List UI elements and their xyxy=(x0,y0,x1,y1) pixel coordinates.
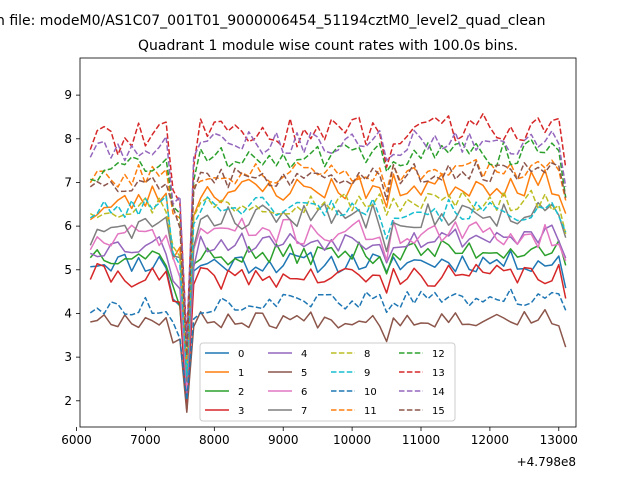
series-line-6 xyxy=(89,217,567,390)
series-line-8 xyxy=(89,189,567,373)
x-tick-label: 7000 xyxy=(130,433,161,447)
x-tick-label: 13000 xyxy=(540,433,578,447)
y-tick-label: 7 xyxy=(64,175,72,189)
legend-label-10: 10 xyxy=(364,387,377,398)
series-line-5 xyxy=(90,308,567,413)
legend-label-11: 11 xyxy=(364,406,377,417)
y-tick-label: 3 xyxy=(64,350,72,364)
x-tick-label: 10000 xyxy=(333,433,371,447)
legend-label-4: 4 xyxy=(301,349,307,360)
series-layer xyxy=(89,113,567,413)
legend-label-1: 1 xyxy=(238,368,244,379)
x-tick-label: 8000 xyxy=(199,433,230,447)
series-line-12 xyxy=(90,138,567,348)
x-tick-label: 12000 xyxy=(471,433,509,447)
y-tick-label: 6 xyxy=(64,219,72,233)
series-line-3 xyxy=(89,262,567,411)
y-tick-label: 9 xyxy=(64,88,72,102)
legend-label-6: 6 xyxy=(301,387,307,398)
legend-label-3: 3 xyxy=(238,406,244,417)
series-line-15 xyxy=(89,160,567,357)
legend-label-5: 5 xyxy=(301,368,307,379)
legend-label-9: 9 xyxy=(364,368,370,379)
series-line-7 xyxy=(89,201,567,383)
legend-label-12: 12 xyxy=(432,349,445,360)
legend-label-15: 15 xyxy=(432,406,445,417)
plot-frame xyxy=(79,57,577,428)
legend-label-0: 0 xyxy=(238,349,244,360)
legend-frame xyxy=(199,342,456,422)
series-line-13 xyxy=(89,113,567,340)
figure-suptitle: n file: modeM0/AS1C07_001T01_9000006454_… xyxy=(0,13,545,29)
series-line-14 xyxy=(89,129,567,347)
y-axis: 2 3 4 5 6 7 8 9 xyxy=(64,88,80,408)
legend-label-7: 7 xyxy=(301,406,307,417)
series-line-2 xyxy=(89,239,567,398)
x-axis-offset-label: +4.798e8 xyxy=(517,455,576,469)
legend-label-13: 13 xyxy=(432,368,445,379)
x-tick-label: 11000 xyxy=(402,433,440,447)
y-tick-label: 2 xyxy=(64,394,72,408)
series-line-9 xyxy=(89,195,567,377)
y-tick-label: 5 xyxy=(64,263,72,277)
legend-label-14: 14 xyxy=(432,387,445,398)
y-tick-label: 8 xyxy=(64,132,72,146)
series-line-4 xyxy=(89,224,567,395)
x-tick-label: 9000 xyxy=(268,433,299,447)
legend-label-8: 8 xyxy=(364,349,370,360)
x-tick-label: 6000 xyxy=(61,433,92,447)
series-line-10 xyxy=(89,288,567,401)
legend-label-2: 2 xyxy=(238,387,244,398)
x-axis: 6000 7000 8000 9000 10000 11000 12000 13000 xyxy=(61,427,578,447)
y-tick-label: 4 xyxy=(64,306,72,320)
chart-title: Quadrant 1 module wise count rates with … xyxy=(138,38,518,54)
